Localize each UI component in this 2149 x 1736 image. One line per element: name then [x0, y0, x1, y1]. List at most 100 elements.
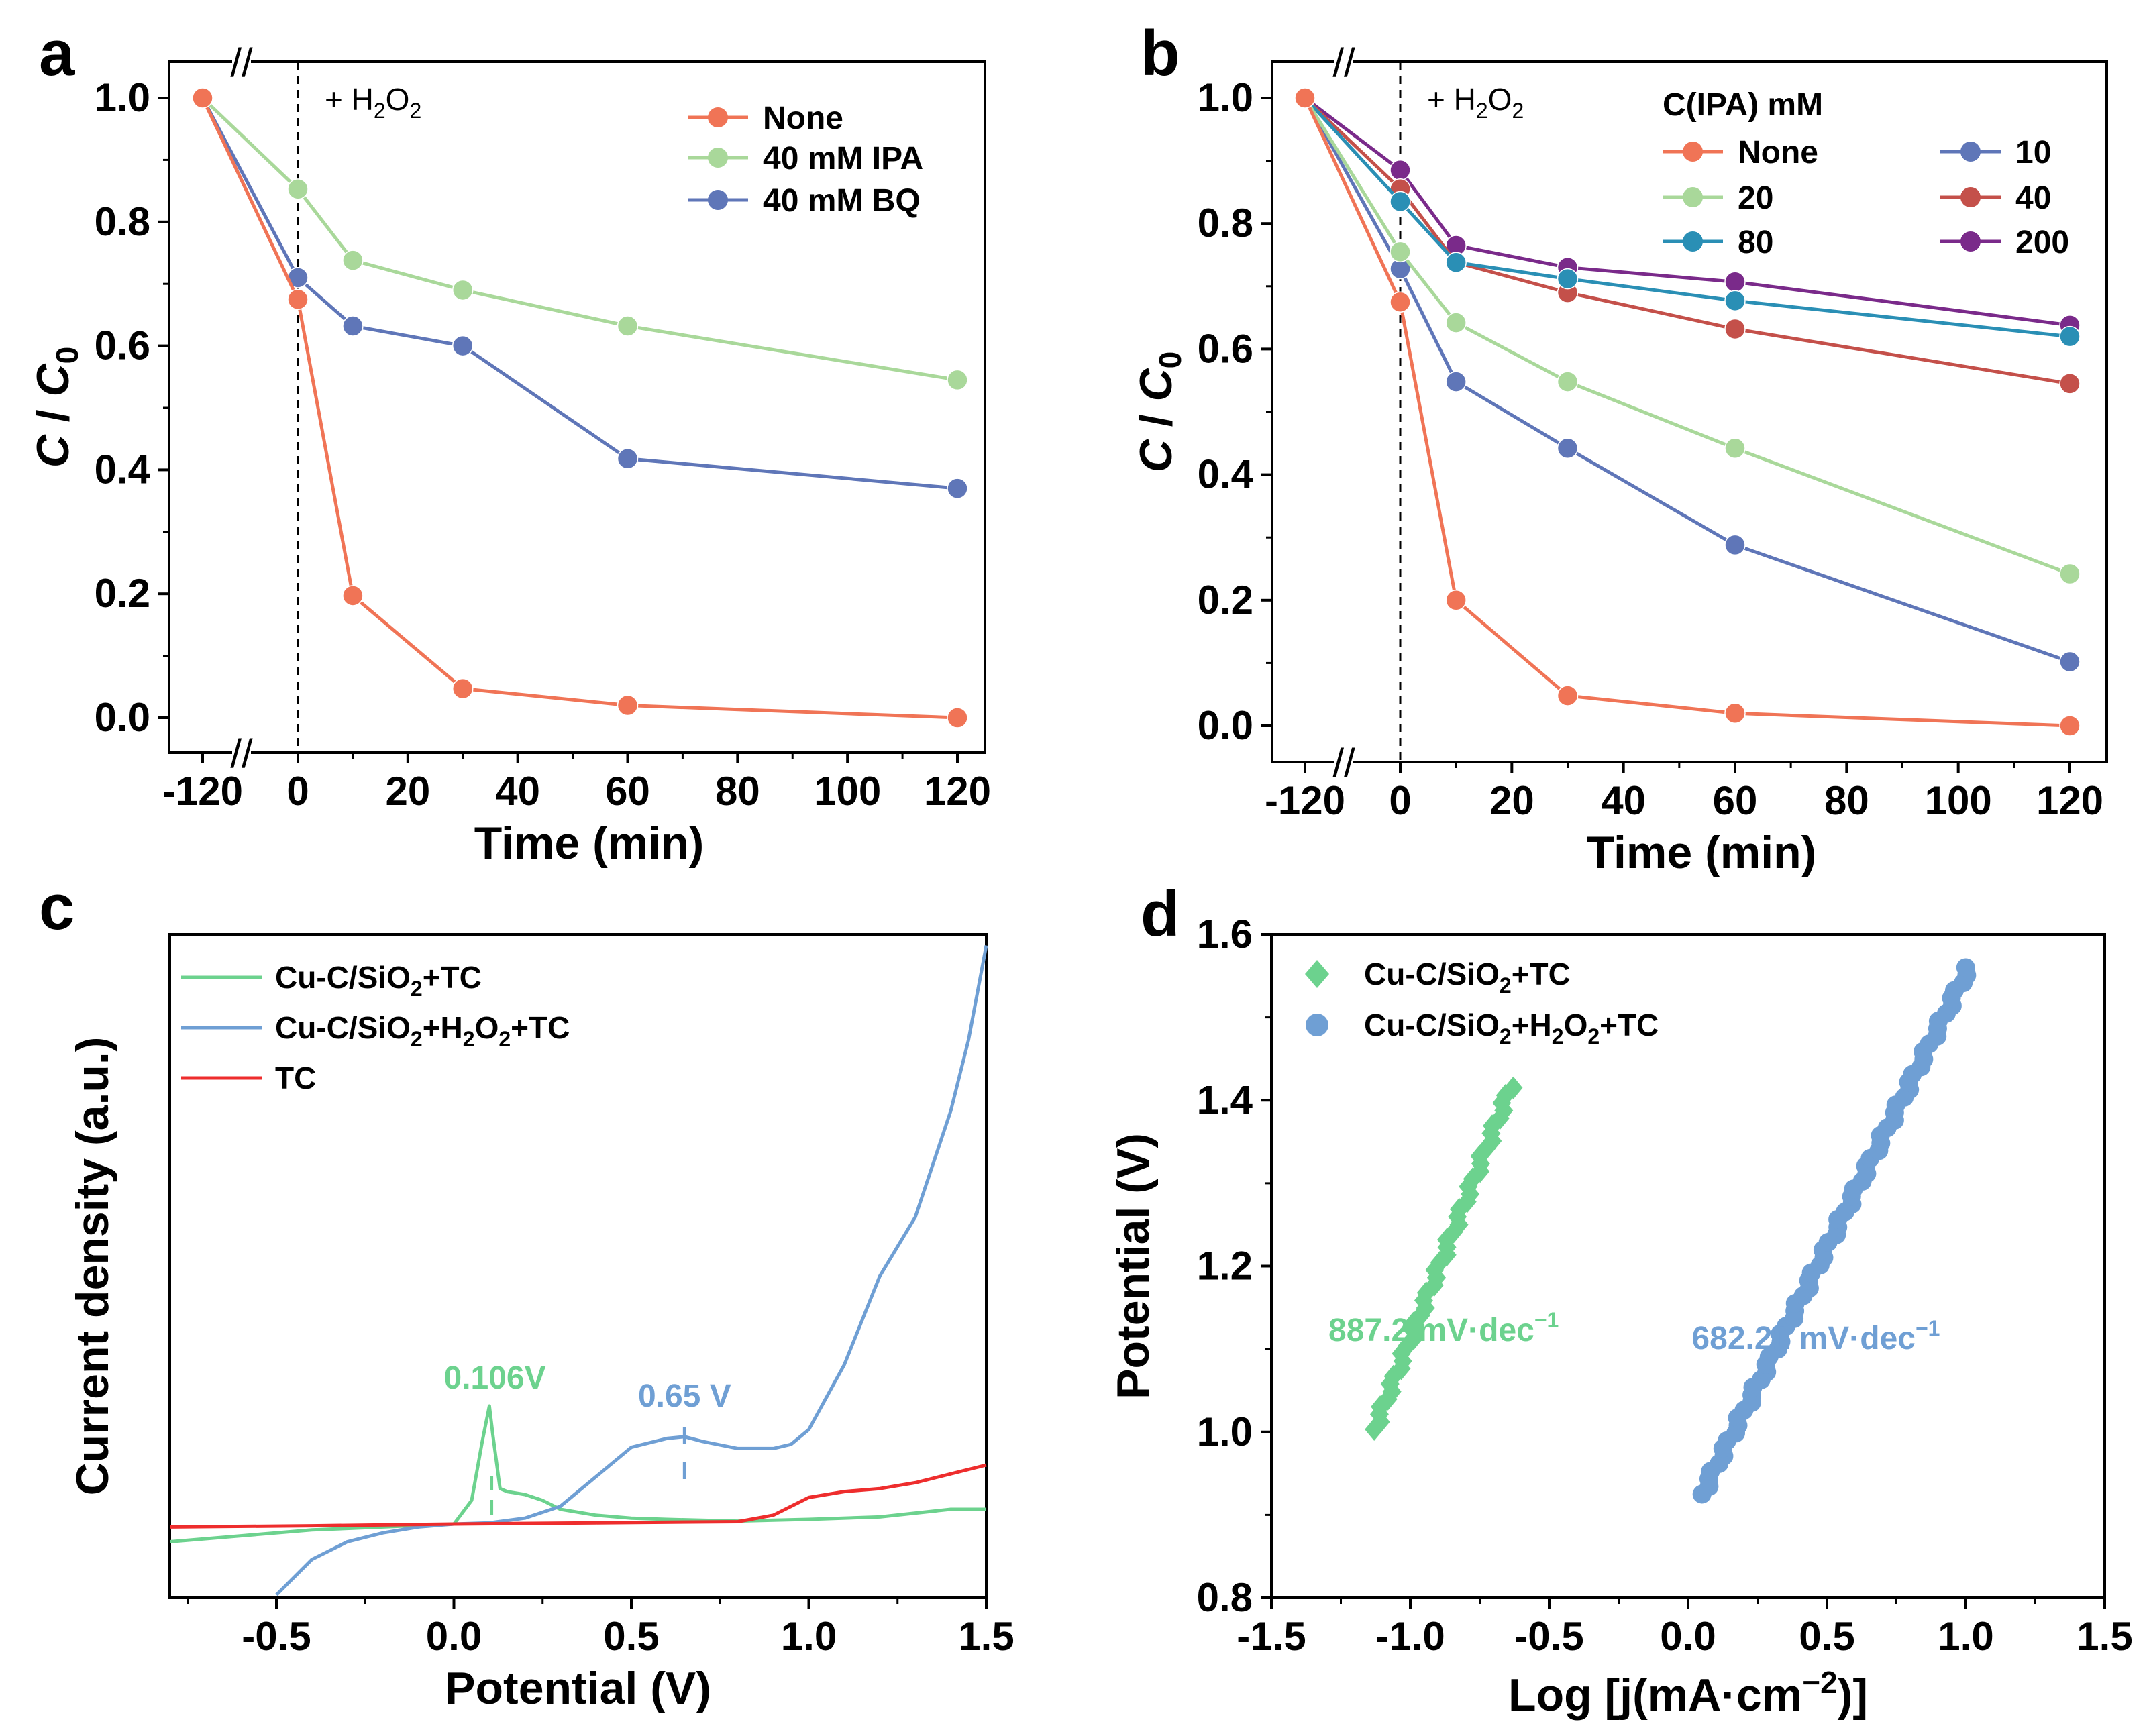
- legend-label-rest: +TC: [423, 960, 482, 995]
- series-line: [1304, 97, 2071, 327]
- y-axis-label-sep: /: [28, 396, 78, 435]
- y-tick-label: 1.0: [1197, 1409, 1253, 1454]
- data-point: [1390, 191, 1411, 213]
- slope-label-sup: −1: [1916, 1316, 1940, 1340]
- data-point: [1724, 271, 1746, 292]
- data-point: [1445, 590, 1467, 611]
- series-line: [1303, 97, 2071, 576]
- h2o2-annotation-prefix: + H: [325, 82, 374, 117]
- series-0: [1365, 1076, 1523, 1442]
- data-point: [1557, 437, 1579, 459]
- legend-label-rest: +TC: [511, 1010, 570, 1045]
- series-line: [1304, 97, 2071, 386]
- legend-label-rest: +TC: [1600, 1008, 1659, 1042]
- legend-label-sub: 2: [1500, 1024, 1512, 1048]
- x-tick-label: 0: [1389, 778, 1411, 823]
- data-point: [617, 448, 639, 470]
- legend-label: None: [1738, 135, 1818, 170]
- legend-label-sub: 2: [499, 1027, 511, 1051]
- panel-letter: c: [39, 871, 74, 943]
- legend-label-mid: O: [1564, 1008, 1588, 1042]
- data-point: [947, 369, 968, 391]
- data-point: [452, 677, 474, 700]
- axis-break-bottom: //: [230, 731, 253, 776]
- y-tick-label: 0.6: [1198, 326, 1253, 371]
- legend-label: 40 mM BQ: [763, 183, 921, 219]
- y-tick-label: 1.0: [1198, 75, 1253, 120]
- x-axis-label-prefix: Log [j(mA·cm: [1508, 1670, 1802, 1721]
- axis-break-top: //: [1332, 40, 1355, 85]
- series-20: [1294, 87, 2081, 585]
- data-point: [287, 178, 309, 200]
- h2o2-annotation: + H2O2: [325, 82, 421, 123]
- panel-b: ////-120 0 20 40 60 80 100 1200.00.20.40.60.81.…: [1131, 17, 2108, 878]
- slope-label-text: 682.21 mV·dec: [1691, 1321, 1916, 1356]
- series-none: [192, 87, 968, 728]
- axis-break-bottom: //: [1332, 741, 1355, 785]
- x-tick-label: -120: [1265, 778, 1345, 823]
- legend-label: Cu-C/SiO2+H2O2+TC: [275, 1010, 570, 1051]
- slope-label-text: 887.2 mV·dec: [1328, 1313, 1534, 1348]
- x-tick-label: 40: [495, 769, 540, 814]
- x-tick-label: 100: [1925, 778, 1992, 823]
- legend-marker: [1960, 231, 1981, 252]
- series-40-mm-bq: [192, 87, 968, 499]
- x-tick-label: 20: [385, 769, 430, 814]
- legend-marker: [708, 190, 728, 210]
- peak-label-green: 0.106V: [444, 1360, 546, 1396]
- data-point: [1390, 241, 1411, 263]
- data-point: [2059, 563, 2081, 585]
- x-tick-label: 60: [1713, 778, 1758, 823]
- legend-label-sub: 2: [411, 1027, 423, 1051]
- y-tick-label: 0.8: [1197, 1575, 1253, 1620]
- legend-label-mid: +H: [1512, 1008, 1552, 1042]
- x-tick-label: -1.0: [1375, 1614, 1445, 1659]
- y-tick-label: 1.6: [1197, 912, 1253, 957]
- series-line-1: [275, 945, 988, 1596]
- data-point: [287, 288, 309, 311]
- data-point: [342, 315, 364, 337]
- data-point: [2059, 325, 2081, 347]
- x-tick-label: 40: [1601, 778, 1646, 823]
- data-point: [617, 694, 639, 716]
- data-point: [452, 335, 474, 357]
- x-tick-label: 100: [814, 769, 881, 814]
- y-axis-label: C / C0: [1131, 351, 1188, 473]
- legend-marker: [1960, 142, 1981, 162]
- data-point: [1557, 268, 1579, 290]
- data-point: [617, 315, 639, 337]
- x-axis-label: Potential (V): [445, 1663, 711, 1714]
- x-tick-label: 0.0: [1660, 1614, 1716, 1659]
- y-axis-label: C / C0: [28, 347, 85, 468]
- legend-label: TC: [275, 1061, 316, 1095]
- x-tick-label: 1.5: [958, 1614, 1014, 1659]
- legend: None 40 mM IPA 40 mM BQ: [688, 101, 923, 219]
- x-axis-label: Log [j(mA·cm−2)]: [1508, 1665, 1868, 1721]
- data-point: [1390, 159, 1411, 181]
- series-none: [1294, 87, 2081, 737]
- axis-break-mask-top: [232, 55, 251, 68]
- x-tick-label: -1.5: [1237, 1614, 1306, 1659]
- x-tick-label: 1.0: [781, 1614, 837, 1659]
- x-tick-label: 1.0: [1938, 1614, 1993, 1659]
- h2o2-annotation-sub: 2: [1476, 99, 1488, 123]
- legend-label-name: TC: [275, 1061, 316, 1095]
- y-axis-label-sub: 0: [50, 347, 85, 364]
- series-line: [201, 97, 958, 720]
- legend-label: Cu-C/SiO2+H2O2+TC: [1364, 1008, 1659, 1048]
- legend-marker: [1683, 187, 1703, 207]
- panel-letter: d: [1141, 878, 1180, 950]
- panel-letter: b: [1141, 17, 1180, 89]
- data-point: [1724, 702, 1746, 724]
- legend-label-mid: +H: [423, 1010, 463, 1045]
- h2o2-annotation-sub2: 2: [409, 99, 421, 123]
- y-axis-label-main: C: [1131, 439, 1182, 472]
- x-tick-label: 80: [1824, 778, 1869, 823]
- x-tick-label: 120: [2036, 778, 2103, 823]
- legend-label: 200: [2015, 225, 2069, 260]
- axis-break-mask-bottom: [1334, 755, 1353, 769]
- legend-marker: [1306, 1014, 1328, 1036]
- slope-label: 682.21 mV·dec−1: [1691, 1316, 1940, 1356]
